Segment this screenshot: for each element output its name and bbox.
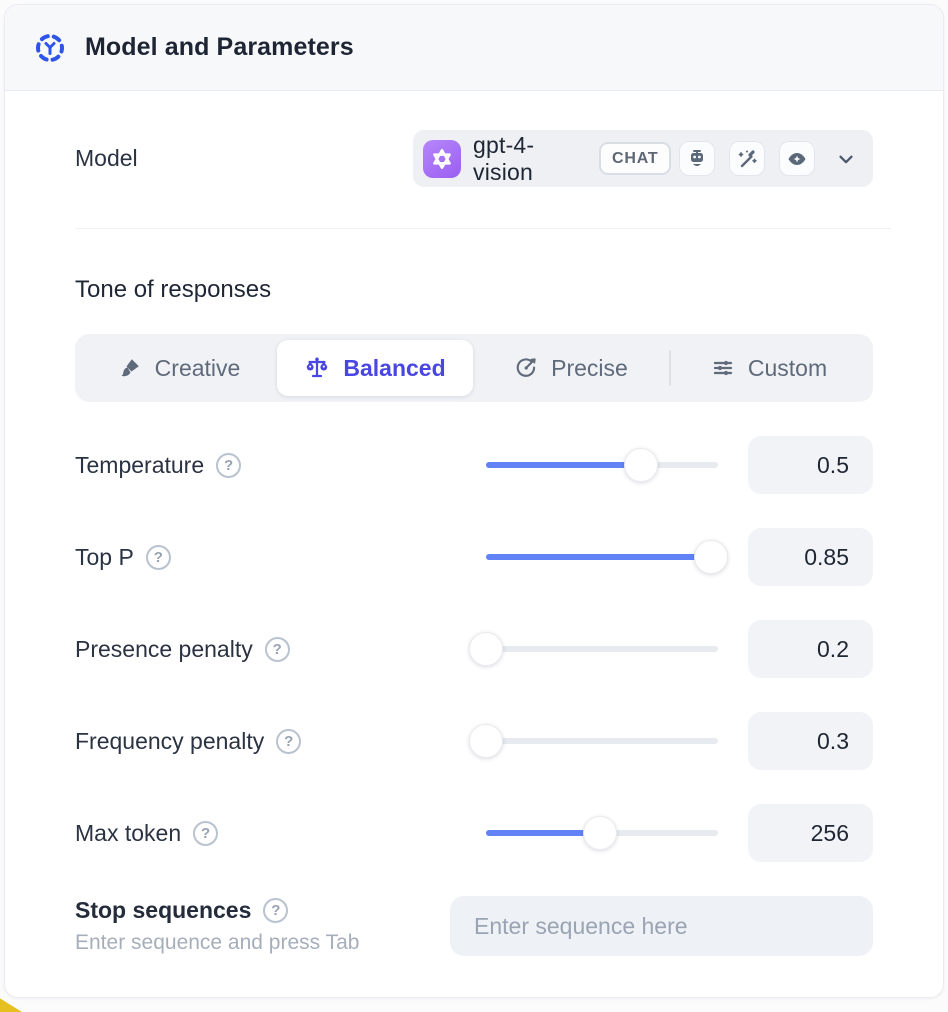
panel-header: Model and Parameters	[5, 5, 943, 91]
ai-agent-icon	[33, 31, 67, 65]
stop-sequence-input[interactable]	[450, 896, 873, 956]
chevron-down-icon	[835, 148, 857, 170]
frequency-penalty-value[interactable]: 0.3	[748, 712, 873, 770]
panel-title: Model and Parameters	[85, 33, 354, 61]
help-icon[interactable]: ?	[145, 544, 171, 570]
slider-thumb[interactable]	[582, 816, 617, 850]
param-label: Top P	[75, 543, 134, 570]
scales-icon	[304, 355, 330, 381]
presence-penalty-value[interactable]: 0.2	[748, 620, 873, 678]
param-label: Max token	[75, 819, 182, 846]
model-parameters-panel: Model and Parameters Model gpt-4-vision …	[4, 4, 944, 998]
tone-option-balanced[interactable]: Balanced	[277, 340, 473, 396]
help-icon[interactable]: ?	[276, 728, 302, 754]
param-row-max-token: Max token ? 256	[75, 804, 873, 862]
paintbrush-icon	[118, 356, 142, 380]
chat-type-badge: CHAT	[599, 142, 672, 175]
param-row-frequency-penalty: Frequency penalty ? 0.3	[75, 712, 873, 770]
tone-option-label: Precise	[551, 354, 628, 381]
param-label: Frequency penalty	[75, 727, 265, 754]
help-icon[interactable]: ?	[193, 820, 219, 846]
slider-thumb[interactable]	[469, 632, 503, 666]
robot-icon	[679, 141, 716, 176]
tone-option-label: Custom	[747, 354, 828, 381]
temperature-slider[interactable]	[486, 448, 718, 482]
frequency-penalty-slider[interactable]	[469, 724, 718, 758]
section-divider	[75, 228, 891, 229]
segment-separator	[669, 350, 671, 386]
help-icon[interactable]: ?	[264, 636, 290, 662]
top-p-value[interactable]: 0.85	[748, 528, 873, 586]
tone-option-creative[interactable]: Creative	[81, 340, 277, 396]
slider-thumb[interactable]	[624, 448, 659, 482]
max-token-slider[interactable]	[486, 816, 718, 850]
sliders-icon	[711, 356, 735, 380]
slider-thumb[interactable]	[469, 724, 503, 758]
stop-sequences-hint: Enter sequence and press Tab	[75, 931, 360, 954]
param-row-temperature: Temperature ? 0.5	[75, 436, 873, 494]
target-icon	[514, 356, 538, 380]
slider-thumb[interactable]	[694, 540, 729, 574]
max-token-value[interactable]: 256	[748, 804, 873, 862]
openai-logo	[423, 139, 461, 178]
model-label: Model	[75, 145, 138, 171]
tone-option-label: Balanced	[343, 354, 446, 381]
presence-penalty-slider[interactable]	[469, 632, 718, 666]
model-select-dropdown[interactable]: gpt-4-vision CHAT	[413, 130, 873, 187]
help-icon[interactable]: ?	[216, 452, 242, 478]
help-icon[interactable]: ?	[263, 898, 289, 923]
tone-heading: Tone of responses	[75, 276, 272, 303]
tone-option-precise[interactable]: Precise	[473, 340, 669, 396]
tone-option-label: Creative	[154, 354, 241, 381]
selected-model-name: gpt-4-vision	[473, 131, 535, 185]
stop-sequences-label: Stop sequences	[75, 897, 252, 923]
model-row: Model gpt-4-vision CHAT	[75, 130, 873, 187]
param-row-top-p: Top P ? 0.85	[75, 528, 873, 586]
param-label: Presence penalty	[75, 635, 253, 662]
stop-sequences-row: Stop sequences ? Enter sequence and pres…	[75, 896, 873, 997]
tone-segmented-control: Creative	[75, 334, 873, 402]
top-p-slider[interactable]	[486, 540, 729, 574]
background-yellow-corner	[0, 998, 22, 1012]
temperature-value[interactable]: 0.5	[748, 436, 873, 494]
param-row-presence-penalty: Presence penalty ? 0.2	[75, 620, 873, 678]
magic-wand-icon	[729, 141, 766, 176]
vision-eye-icon	[779, 141, 815, 176]
param-label: Temperature	[75, 451, 205, 478]
tone-option-custom[interactable]: Custom	[671, 340, 867, 396]
